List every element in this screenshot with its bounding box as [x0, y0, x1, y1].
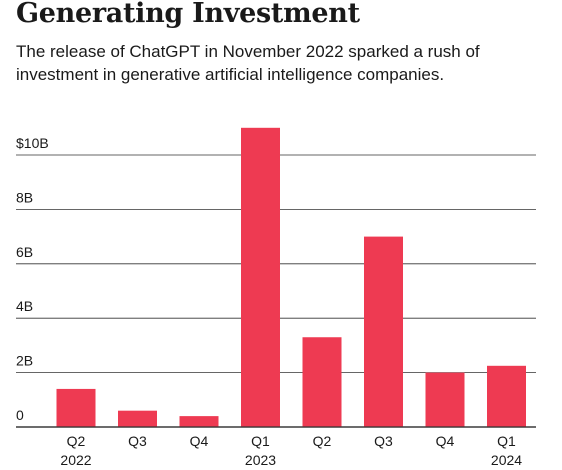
bar: [56, 388, 96, 427]
bar: [118, 410, 157, 427]
x-tick-label: Q4: [190, 433, 209, 449]
x-tick-year-label: 2022: [60, 452, 91, 468]
x-tick-label: Q1: [251, 433, 270, 449]
x-tick-label: Q3: [128, 433, 147, 449]
bar: [302, 337, 342, 427]
x-tick-year-label: 2024: [491, 452, 522, 468]
y-tick-label: $10B: [16, 135, 49, 151]
y-tick-label: 2B: [16, 353, 33, 369]
chart-title: Generating Investment: [16, 0, 360, 29]
x-tick-year-label: 2023: [245, 452, 276, 468]
bar: [179, 416, 219, 427]
x-tick-label: Q2: [67, 433, 86, 449]
x-tick-label: Q4: [436, 433, 455, 449]
x-tick-label: Q2: [313, 433, 332, 449]
chart-subtitle: The release of ChatGPT in November 2022 …: [16, 42, 480, 84]
x-tick-label: Q3: [374, 433, 393, 449]
y-tick-label: 4B: [16, 298, 33, 314]
bar: [241, 127, 280, 428]
x-tick-label: Q1: [497, 433, 516, 449]
bar: [425, 372, 465, 427]
bar: [487, 365, 526, 427]
bar: [364, 236, 403, 427]
y-tick-label: 0: [16, 407, 24, 423]
y-tick-label: 8B: [16, 189, 33, 205]
y-tick-label: 6B: [16, 244, 33, 260]
